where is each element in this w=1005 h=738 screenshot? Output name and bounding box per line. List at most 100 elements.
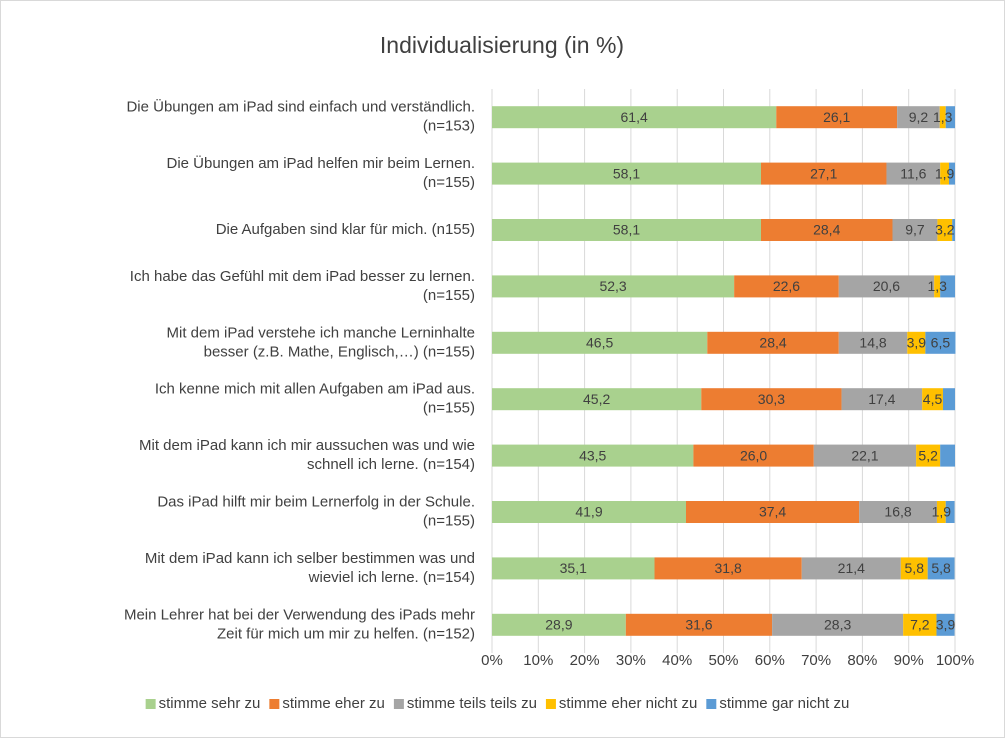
category-label: Die Übungen am iPad helfen mir beim Lern…: [166, 154, 475, 172]
legend-label: stimme gar nicht zu: [719, 695, 849, 712]
x-tick-label: 50%: [708, 652, 738, 669]
data-label: 58,1: [613, 222, 640, 238]
x-tick-label: 90%: [894, 652, 924, 669]
data-label: 1,3: [933, 109, 953, 125]
bar-segment: [934, 275, 941, 298]
legend-swatch: [393, 699, 404, 709]
data-label: 31,6: [685, 617, 712, 633]
bar-segment: [492, 557, 655, 580]
data-label: 46,5: [586, 335, 613, 351]
x-tick-label: 80%: [847, 652, 877, 669]
data-label: 3,9: [936, 617, 956, 633]
data-label: 27,1: [810, 165, 837, 181]
bar-segment: [492, 275, 735, 298]
category-label: Die Übungen am iPad sind einfach und ver…: [126, 98, 475, 116]
data-label: 3,9: [907, 335, 927, 351]
bar-segment: [772, 613, 904, 636]
data-label: 20,6: [873, 278, 900, 294]
category-label: (n=155): [423, 512, 475, 529]
data-label: 3,2: [935, 222, 955, 238]
category-label: Ich habe das Gefühl mit dem iPad besser …: [130, 268, 475, 285]
data-label: 37,4: [759, 504, 786, 520]
bar-segment: [492, 162, 762, 185]
x-tick-label: 60%: [755, 652, 785, 669]
bar-segment: [492, 444, 694, 467]
data-label: 22,6: [773, 278, 800, 294]
bar-segment: [922, 388, 943, 411]
category-label: (n=155): [423, 287, 475, 304]
data-label: 9,7: [905, 222, 925, 238]
data-label: 41,9: [575, 504, 602, 520]
bar-segment: [813, 444, 917, 467]
data-label: 16,8: [884, 504, 911, 520]
bar-segment: [945, 501, 955, 523]
category-label: (n=155): [423, 400, 475, 417]
bar-segment: [948, 162, 955, 185]
data-label: 14,8: [859, 335, 886, 351]
bar-segment: [492, 613, 626, 636]
data-label: 61,4: [621, 109, 648, 125]
bar-segment: [939, 106, 946, 129]
bar-segment: [693, 444, 814, 467]
legend-swatch: [706, 699, 717, 709]
bar-segment: [940, 444, 955, 467]
data-label: 22,1: [851, 447, 878, 463]
bar-segment: [940, 162, 949, 185]
legend-label: stimme eher zu: [282, 695, 385, 712]
bar-segment: [916, 444, 941, 467]
x-tick-label: 20%: [570, 652, 600, 669]
bar-segment: [701, 388, 842, 411]
legend-label: stimme sehr zu: [159, 695, 261, 712]
bar-segment: [734, 275, 839, 298]
category-label: besser (z.B. Mathe, Englisch,…) (n=155): [204, 343, 475, 360]
category-label: Mit dem iPad kann ich selber bestimmen w…: [145, 550, 475, 567]
legend-swatch: [269, 699, 280, 709]
data-label: 5,2: [918, 447, 938, 463]
legend-swatch: [545, 699, 556, 709]
bar-segment: [936, 613, 955, 636]
data-label: 58,1: [613, 165, 640, 181]
bar-segment: [685, 501, 860, 523]
x-tick-label: 30%: [616, 652, 646, 669]
bar-segment: [886, 162, 941, 185]
data-label: 28,3: [824, 617, 851, 633]
bar-segment: [654, 557, 802, 580]
data-label: 28,9: [545, 617, 572, 633]
data-label: 5,8: [931, 560, 951, 576]
legend-label: stimme teils teils zu: [407, 695, 537, 712]
category-label: Ich kenne mich mit allen Aufgaben am iPa…: [155, 381, 475, 398]
bar-segment: [707, 331, 839, 354]
legend-swatch: [145, 699, 156, 709]
bar-segment: [761, 162, 887, 185]
bar-segment: [838, 331, 908, 354]
bar-segment: [859, 501, 937, 523]
data-label: 30,3: [758, 391, 785, 407]
data-label: 26,0: [740, 447, 767, 463]
category-label: Die Aufgaben sind klar für mich. (n155): [216, 221, 475, 238]
bar-segment: [942, 388, 955, 411]
data-label: 28,4: [759, 335, 786, 351]
legend-label: stimme eher nicht zu: [559, 695, 697, 712]
bar-segment: [936, 501, 946, 523]
data-label: 35,1: [560, 560, 587, 576]
bar-segment: [892, 219, 938, 241]
bar-segment: [492, 501, 686, 523]
bar-segment: [925, 331, 956, 354]
category-label: Mit dem iPad verstehe ich manche Lerninh…: [167, 324, 476, 341]
category-label: schnell ich lerne. (n=154): [307, 456, 475, 473]
data-label: 31,8: [715, 560, 742, 576]
bar-segment: [927, 557, 955, 580]
x-tick-label: 0%: [481, 652, 503, 669]
data-label: 45,2: [583, 391, 610, 407]
bar-segment: [492, 331, 708, 354]
data-label: 17,4: [868, 391, 895, 407]
data-label: 11,6: [900, 165, 926, 181]
bars: [492, 106, 956, 636]
chart-title: Individualisierung (in %): [380, 32, 624, 58]
bar-segment: [838, 275, 935, 298]
data-label: 6,5: [931, 335, 951, 351]
bar-segment: [900, 557, 928, 580]
category-label: Mit dem iPad kann ich mir aussuchen was …: [139, 437, 475, 454]
data-label: 1,3: [927, 278, 947, 294]
data-label: 4,5: [923, 391, 943, 407]
